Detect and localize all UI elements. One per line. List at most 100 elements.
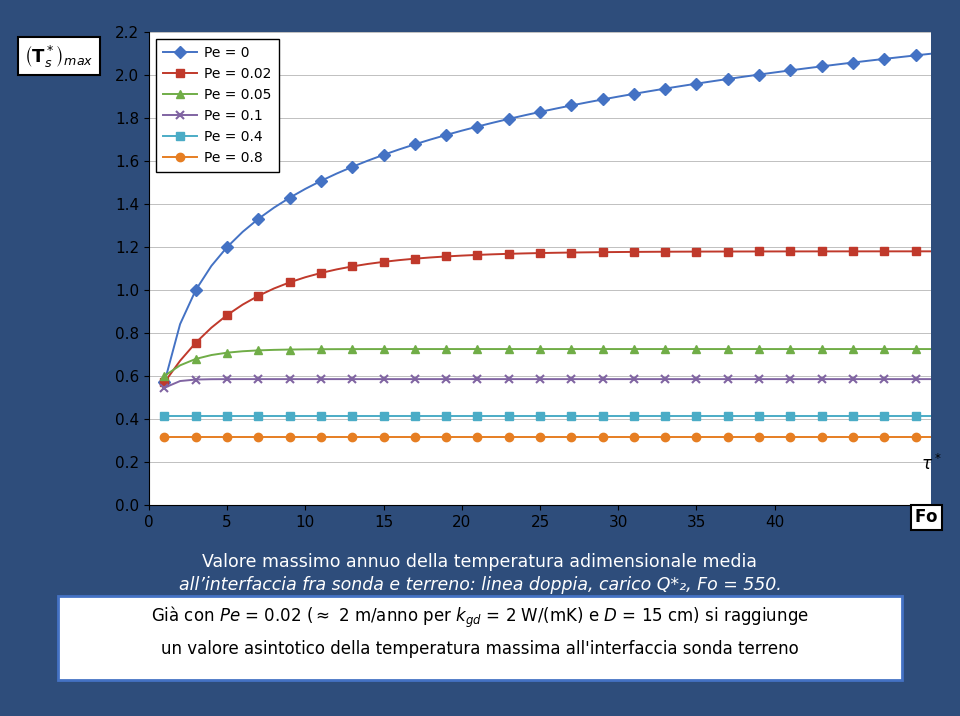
Pe = 0.4	[894, 412, 905, 420]
Pe = 0	[691, 79, 703, 88]
Pe = 0.8	[534, 432, 545, 441]
Pe = 0.4	[707, 412, 718, 420]
Pe = 0.02	[801, 247, 812, 256]
Pe = 0	[675, 82, 686, 90]
Pe = 0	[754, 70, 765, 79]
Pe = 0.8	[268, 432, 279, 441]
Pe = 0.02	[660, 248, 671, 256]
Pe = 0.05	[300, 345, 311, 354]
Pe = 0.02	[847, 247, 858, 256]
Pe = 0	[456, 127, 468, 135]
Pe = 0.02	[252, 291, 264, 300]
Pe = 0.1	[910, 375, 922, 384]
Pe = 0.4	[237, 412, 249, 420]
Pe = 0.1	[347, 375, 358, 384]
Pe = 0.02	[737, 247, 749, 256]
Text: $\left(\mathbf{T}_s^*\right)_{max}$: $\left(\mathbf{T}_s^*\right)_{max}$	[24, 43, 93, 69]
Pe = 0	[221, 243, 233, 251]
Pe = 0.1	[268, 375, 279, 384]
Pe = 0.05	[831, 345, 843, 354]
Pe = 0.8	[315, 432, 326, 441]
Pe = 0.1	[863, 375, 875, 384]
Pe = 0.02	[175, 357, 186, 365]
Pe = 0.02	[456, 251, 468, 260]
Pe = 0.1	[175, 377, 186, 385]
Pe = 0.4	[628, 412, 639, 420]
Pe = 0.05	[754, 345, 765, 354]
Pe = 0.8	[784, 432, 796, 441]
Pe = 0.4	[847, 412, 858, 420]
Pe = 0.05	[158, 372, 170, 380]
Pe = 0.02	[581, 248, 592, 256]
Pe = 0.05	[660, 345, 671, 354]
Pe = 0.8	[801, 432, 812, 441]
Pe = 0	[722, 74, 733, 83]
Pe = 0.05	[565, 345, 577, 354]
Pe = 0.05	[894, 345, 905, 354]
Pe = 0.02	[628, 248, 639, 256]
Pe = 0.8	[456, 432, 468, 441]
Pe = 0.02	[910, 247, 922, 256]
Pe = 0.02	[424, 253, 436, 262]
Pe = 0.1	[252, 375, 264, 384]
Pe = 0.02	[550, 248, 562, 257]
Pe = 0	[769, 68, 780, 77]
Text: un valore asintotico della temperatura massima all'interfaccia sonda terreno: un valore asintotico della temperatura m…	[161, 640, 799, 659]
Pe = 0.8	[409, 432, 420, 441]
Pe = 0.1	[488, 375, 499, 384]
Pe = 0.4	[347, 412, 358, 420]
Pe = 0.4	[300, 412, 311, 420]
Pe = 0.02	[503, 249, 515, 258]
Pe = 0	[377, 150, 390, 159]
Pe = 0	[660, 84, 671, 93]
Pe = 0.8	[816, 432, 828, 441]
Pe = 0.02	[362, 260, 373, 268]
Pe = 0.05	[737, 345, 749, 354]
Pe = 0.4	[550, 412, 562, 420]
Pe = 0.02	[691, 247, 703, 256]
Pe = 0.05	[675, 345, 686, 354]
Pe = 0.05	[644, 345, 656, 354]
Pe = 0	[534, 107, 545, 116]
Pe = 0.8	[644, 432, 656, 441]
Pe = 0.05	[784, 345, 796, 354]
Pe = 0.1	[424, 375, 436, 384]
Pe = 0	[816, 62, 828, 71]
Pe = 0	[863, 57, 875, 65]
Pe = 0.4	[769, 412, 780, 420]
Pe = 0.05	[424, 345, 436, 354]
Pe = 0.4	[737, 412, 749, 420]
Pe = 0.1	[394, 375, 405, 384]
Pe = 0.4	[284, 412, 296, 420]
Pe = 0.4	[394, 412, 405, 420]
Pe = 0.8	[190, 432, 202, 441]
Pe = 0.4	[456, 412, 468, 420]
Pe = 0.05	[362, 345, 373, 354]
Pe = 0	[550, 105, 562, 113]
Pe = 0	[175, 320, 186, 329]
Pe = 0.8	[754, 432, 765, 441]
Pe = 0.02	[565, 248, 577, 257]
Pe = 0.05	[221, 349, 233, 357]
Pe = 0	[331, 169, 343, 178]
Pe = 0	[707, 77, 718, 86]
Pe = 0.4	[675, 412, 686, 420]
Pe = 0.4	[925, 412, 937, 420]
Pe = 0.1	[612, 375, 624, 384]
Pe = 0.8	[565, 432, 577, 441]
Text: $\tau^*$: $\tau^*$	[921, 454, 942, 474]
Pe = 0.1	[847, 375, 858, 384]
Pe = 0.1	[518, 375, 530, 384]
Pe = 0	[424, 135, 436, 144]
Pe = 0	[784, 66, 796, 74]
Pe = 0.8	[691, 432, 703, 441]
Pe = 0	[488, 118, 499, 127]
Pe = 0.02	[707, 247, 718, 256]
Pe = 0	[347, 163, 358, 171]
Pe = 0.05	[816, 345, 828, 354]
Pe = 0.4	[488, 412, 499, 420]
Pe = 0.8	[221, 432, 233, 441]
Pe = 0.4	[644, 412, 656, 420]
Pe = 0.1	[707, 375, 718, 384]
Pe = 0.1	[644, 375, 656, 384]
